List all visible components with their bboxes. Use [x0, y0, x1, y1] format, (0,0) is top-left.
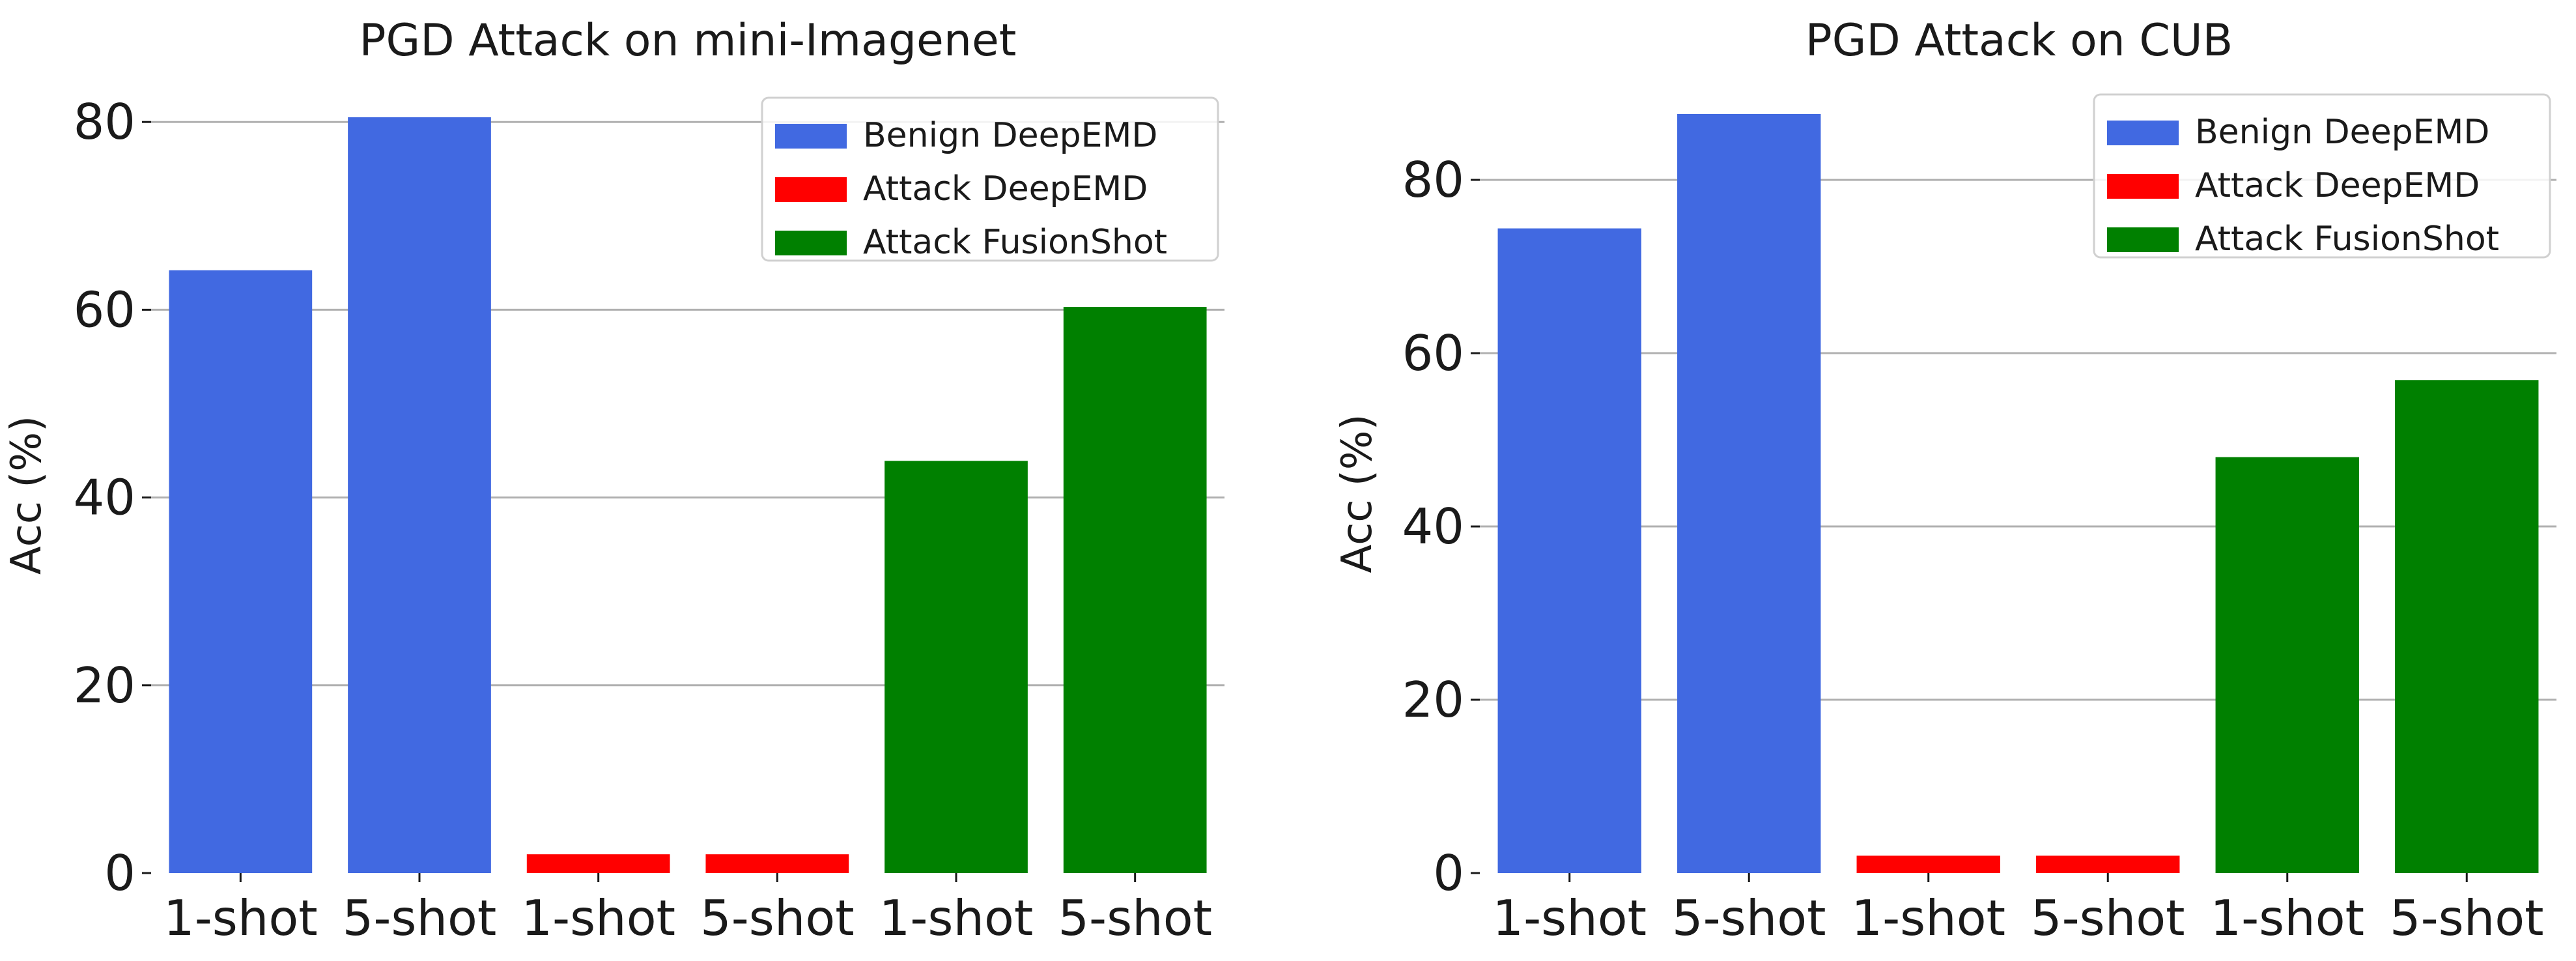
x-tick-label: 5-shot: [343, 889, 497, 947]
y-axis-label: Acc (%): [3, 416, 51, 575]
chart-title: PGD Attack on CUB: [1805, 15, 2233, 66]
x-tick-label: 1-shot: [2210, 889, 2364, 947]
bar-benign-deepemd-2: [1677, 114, 1821, 873]
y-tick-label: 20: [74, 657, 135, 714]
legend-frame: [2093, 93, 2551, 259]
legend-swatch: [775, 177, 847, 202]
legend-entry-label: Benign DeepEMD: [2195, 113, 2489, 152]
bar-attack-fusionshot-5: [885, 461, 1028, 873]
legend-entry-label: Benign DeepEMD: [863, 116, 1157, 155]
bar-attack-deepemd-3: [526, 854, 670, 873]
y-tick-label: 60: [74, 281, 135, 338]
bar-benign-deepemd-1: [169, 270, 313, 874]
bar-attack-deepemd-4: [2036, 855, 2180, 873]
y-tick-label: 80: [1402, 151, 1464, 208]
legend-swatch: [2107, 121, 2179, 145]
legend-swatch: [2107, 227, 2179, 252]
legend-entry-label: Attack FusionShot: [2195, 220, 2499, 259]
x-tick-label: 1-shot: [879, 889, 1034, 947]
x-tick-label: 1-shot: [163, 889, 318, 947]
legend-swatch: [775, 231, 847, 255]
bar-attack-fusionshot-6: [2395, 380, 2539, 873]
x-tick-label: 5-shot: [2390, 889, 2544, 947]
x-tick-label: 1-shot: [1492, 889, 1647, 947]
legend-frame: [761, 96, 1219, 262]
y-tick-label: 0: [1433, 844, 1464, 902]
bar-attack-fusionshot-6: [1063, 307, 1207, 873]
x-tick-label: 5-shot: [1672, 889, 1826, 947]
x-tick-label: 5-shot: [2031, 889, 2185, 947]
legend-swatch: [2107, 174, 2179, 199]
x-tick-label: 1-shot: [521, 889, 675, 947]
y-tick-label: 80: [74, 93, 135, 151]
chart-panel-2: 0 20 40 60 80 1-shot 5-shot 1-shot 5-shot 1-shot 5…: [1333, 15, 2556, 947]
chart-title: PGD Attack on mini-Imagenet: [360, 15, 1017, 66]
legend: Benign DeepEMD Attack DeepEMD Attack Fusio…: [2093, 93, 2551, 259]
bar-benign-deepemd-2: [348, 117, 491, 873]
x-tick-label: 5-shot: [1058, 889, 1212, 947]
bar-benign-deepemd-1: [1497, 228, 1641, 873]
bar-attack-deepemd-3: [1856, 855, 2000, 873]
legend-entry-label: Attack DeepEMD: [2195, 166, 2480, 205]
bar-attack-fusionshot-5: [2215, 457, 2359, 873]
y-tick-label: 0: [104, 844, 135, 902]
legend-swatch: [775, 124, 847, 149]
legend-entry-label: Attack FusionShot: [863, 223, 1167, 262]
y-tick-label: 40: [1402, 498, 1464, 555]
y-tick-label: 40: [74, 469, 135, 526]
legend-entry-label: Attack DeepEMD: [863, 169, 1148, 208]
chart-panel-1: 0 20 40 60 80 1-shot 5-shot 1-shot 5-shot 1-shot 5…: [3, 15, 1224, 947]
y-axis-label: Acc (%): [1333, 414, 1381, 573]
bar-attack-deepemd-4: [705, 854, 849, 873]
y-tick-label: 60: [1402, 324, 1464, 382]
legend: Benign DeepEMD Attack DeepEMD Attack Fusio…: [761, 96, 1219, 262]
y-tick-label: 20: [1402, 671, 1464, 728]
x-tick-label: 1-shot: [1851, 889, 2005, 947]
x-tick-label: 5-shot: [700, 889, 855, 947]
